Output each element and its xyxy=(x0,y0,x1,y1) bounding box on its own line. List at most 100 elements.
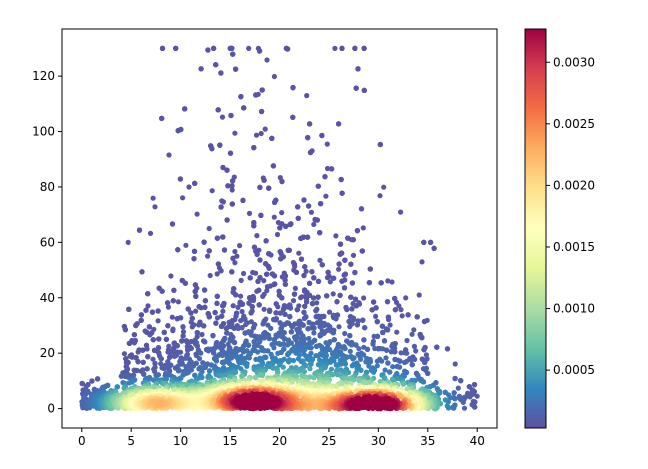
scatter-point xyxy=(83,383,89,389)
scatter-point xyxy=(277,225,283,231)
scatter-point xyxy=(296,250,302,256)
scatter-point xyxy=(212,309,218,316)
scatter-point xyxy=(253,92,259,98)
scatter-point xyxy=(179,338,185,344)
scatter-point xyxy=(341,285,348,291)
scatter-point xyxy=(258,212,264,218)
scatter-point xyxy=(131,332,137,338)
scatter-point xyxy=(425,370,431,376)
scatter-point xyxy=(280,306,287,312)
scatter-point xyxy=(238,318,244,324)
scatter-point xyxy=(366,280,372,286)
scatter-point xyxy=(229,183,235,189)
scatter-point xyxy=(219,114,226,120)
scatter-point xyxy=(125,239,131,245)
scatter-point xyxy=(139,269,145,275)
scatter-point xyxy=(161,365,167,372)
scatter-point xyxy=(377,141,383,148)
scatter-point xyxy=(402,359,408,366)
scatter-point xyxy=(371,299,377,305)
scatter-point xyxy=(166,152,172,158)
scatter-point xyxy=(336,324,342,330)
scatter-point xyxy=(330,291,336,297)
scatter-point xyxy=(233,292,239,298)
scatter-point xyxy=(246,45,252,52)
scatter-point xyxy=(251,223,257,229)
scatter-point xyxy=(257,257,263,263)
scatter-point xyxy=(330,372,336,378)
scatter-point xyxy=(263,354,269,360)
scatter-point xyxy=(135,349,141,355)
scatter-point xyxy=(361,45,367,52)
scatter-point xyxy=(400,381,407,387)
scatter-point xyxy=(250,297,256,303)
scatter-point xyxy=(241,270,247,277)
scatter-point xyxy=(213,341,219,347)
scatter-point xyxy=(234,253,240,259)
scatter-point xyxy=(313,308,319,314)
scatter-point xyxy=(349,280,355,286)
scatter-point xyxy=(305,234,311,240)
scatter-point xyxy=(145,291,151,297)
scatter-point xyxy=(140,347,146,353)
scatter-point xyxy=(287,221,293,228)
scatter-point xyxy=(398,350,404,356)
scatter-point xyxy=(321,322,327,328)
scatter-point xyxy=(336,261,342,267)
scatter-point xyxy=(261,278,267,284)
scatter-point xyxy=(218,204,224,210)
scatter-point xyxy=(123,356,129,362)
scatter-point xyxy=(382,367,388,373)
scatter-point xyxy=(347,324,353,330)
scatter-point xyxy=(230,51,236,57)
scatter-point xyxy=(280,364,286,370)
scatter-point xyxy=(347,348,353,354)
scatter-point xyxy=(307,292,313,298)
scatter-point xyxy=(330,330,336,336)
scatter-point xyxy=(214,271,220,277)
scatter-point xyxy=(309,301,316,307)
scatter-point xyxy=(385,360,391,366)
scatter-point xyxy=(198,350,204,356)
scatter-point xyxy=(201,323,207,329)
scatter-point xyxy=(225,183,231,189)
scatter-point xyxy=(202,339,208,345)
scatter-point xyxy=(337,241,344,247)
scatter-point xyxy=(206,225,212,232)
scatter-point xyxy=(339,45,345,52)
scatter-point xyxy=(182,106,188,112)
scatter-point xyxy=(298,295,304,301)
scatter-point xyxy=(307,149,314,156)
scatter-point xyxy=(307,344,313,351)
scatter-point xyxy=(318,201,324,207)
scatter-point xyxy=(145,303,151,309)
scatter-point xyxy=(285,46,291,52)
scatter-point xyxy=(167,354,173,360)
scatter-point xyxy=(253,270,259,276)
scatter-point xyxy=(290,85,296,91)
scatter-point xyxy=(251,145,257,151)
scatter-point xyxy=(118,373,124,379)
scatter-point xyxy=(231,325,237,331)
scatter-point xyxy=(193,308,199,314)
scatter-point xyxy=(202,364,208,370)
scatter-point xyxy=(224,330,230,336)
scatter-point xyxy=(344,307,350,313)
scatter-point xyxy=(266,185,272,191)
scatter-point xyxy=(387,369,393,375)
scatter-point xyxy=(131,340,137,346)
scatter-point xyxy=(444,346,451,352)
scatter-point xyxy=(122,327,128,333)
scatter-point xyxy=(247,275,253,281)
scatter-point xyxy=(324,165,331,172)
scatter-point xyxy=(180,324,186,330)
scatter-point xyxy=(324,141,330,147)
scatter-point xyxy=(250,325,257,331)
scatter-point xyxy=(283,223,289,229)
scatter-point xyxy=(230,178,236,184)
scatter-point xyxy=(85,389,91,395)
scatter-point xyxy=(232,260,238,266)
scatter-point xyxy=(358,206,365,212)
scatter-point xyxy=(243,321,249,328)
